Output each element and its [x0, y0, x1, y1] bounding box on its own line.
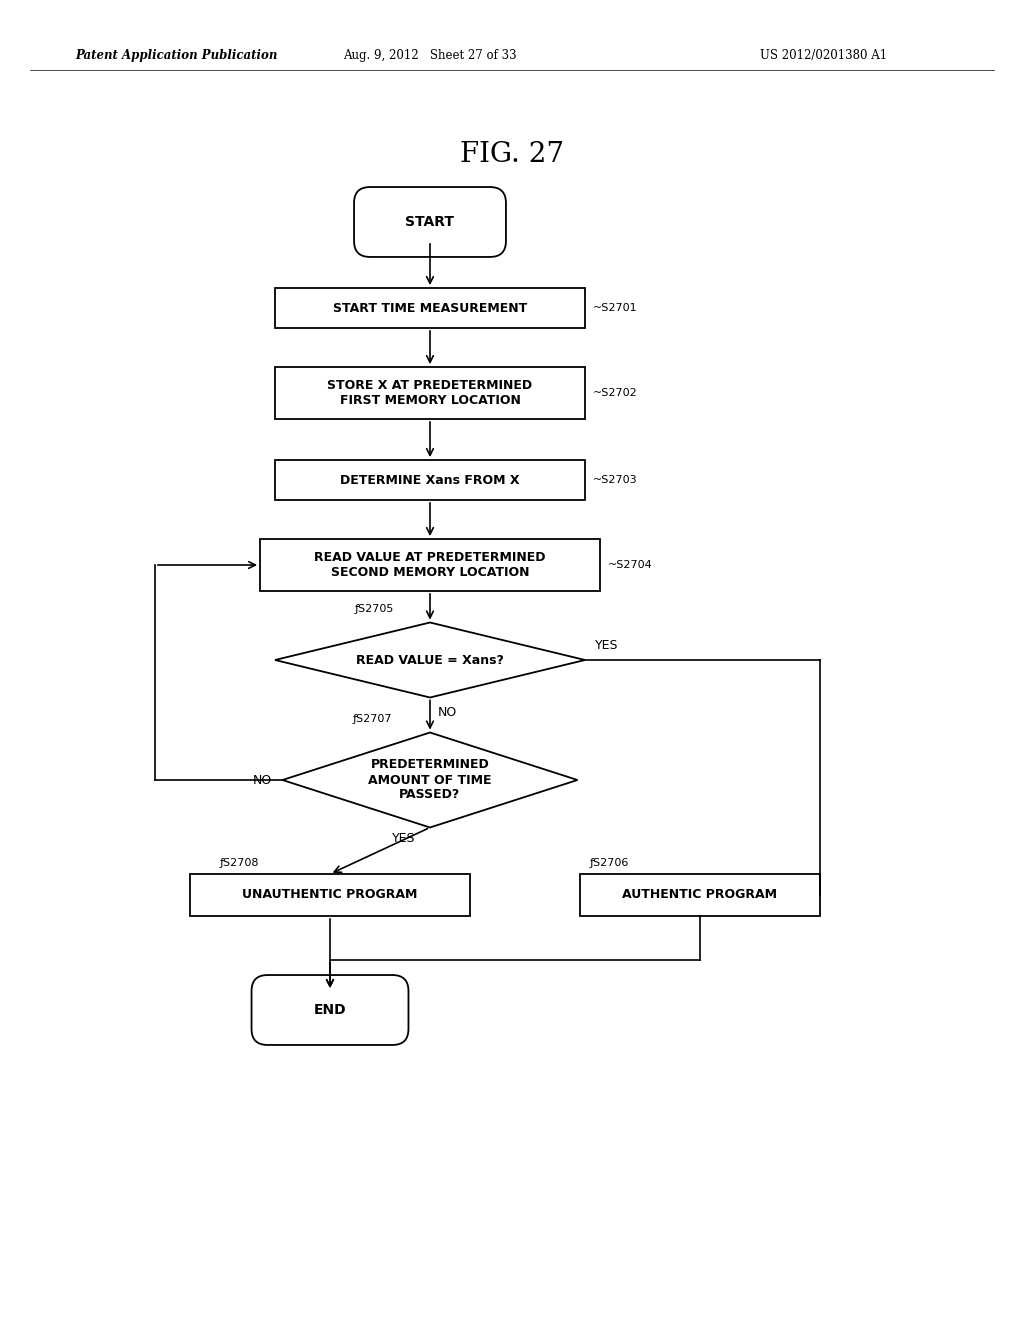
Text: END: END — [313, 1003, 346, 1016]
Text: ~S2701: ~S2701 — [593, 304, 638, 313]
Text: YES: YES — [391, 833, 415, 846]
Polygon shape — [283, 733, 578, 828]
Text: ƒS2705: ƒS2705 — [355, 605, 394, 615]
Text: START TIME MEASUREMENT: START TIME MEASUREMENT — [333, 301, 527, 314]
Bar — [190, 874, 470, 916]
Bar — [580, 874, 820, 916]
Text: START: START — [406, 215, 455, 228]
Text: Aug. 9, 2012   Sheet 27 of 33: Aug. 9, 2012 Sheet 27 of 33 — [343, 49, 517, 62]
Bar — [260, 539, 600, 591]
Text: ~S2703: ~S2703 — [593, 475, 638, 484]
Text: US 2012/0201380 A1: US 2012/0201380 A1 — [760, 49, 887, 62]
Text: ~S2702: ~S2702 — [593, 388, 638, 399]
Text: Patent Application Publication: Patent Application Publication — [75, 49, 278, 62]
Bar — [275, 288, 585, 327]
Text: AUTHENTIC PROGRAM: AUTHENTIC PROGRAM — [623, 888, 777, 902]
Polygon shape — [275, 623, 585, 697]
Text: DETERMINE Xans FROM X: DETERMINE Xans FROM X — [340, 474, 520, 487]
FancyBboxPatch shape — [252, 975, 409, 1045]
FancyBboxPatch shape — [354, 187, 506, 257]
Bar — [275, 367, 585, 418]
Text: NO: NO — [438, 705, 458, 718]
Text: YES: YES — [595, 639, 618, 652]
Text: STORE X AT PREDETERMINED
FIRST MEMORY LOCATION: STORE X AT PREDETERMINED FIRST MEMORY LO… — [328, 379, 532, 407]
Text: READ VALUE = Xans?: READ VALUE = Xans? — [356, 653, 504, 667]
Text: ƒS2706: ƒS2706 — [590, 858, 630, 869]
Text: ~S2704: ~S2704 — [608, 560, 652, 570]
Text: ƒS2707: ƒS2707 — [352, 714, 392, 725]
Text: READ VALUE AT PREDETERMINED
SECOND MEMORY LOCATION: READ VALUE AT PREDETERMINED SECOND MEMOR… — [314, 550, 546, 579]
Text: ƒS2708: ƒS2708 — [220, 858, 259, 869]
Text: FIG. 27: FIG. 27 — [460, 141, 564, 169]
Text: PREDETERMINED
AMOUNT OF TIME
PASSED?: PREDETERMINED AMOUNT OF TIME PASSED? — [369, 759, 492, 801]
Bar — [275, 459, 585, 500]
Text: NO: NO — [253, 774, 272, 787]
Text: UNAUTHENTIC PROGRAM: UNAUTHENTIC PROGRAM — [243, 888, 418, 902]
